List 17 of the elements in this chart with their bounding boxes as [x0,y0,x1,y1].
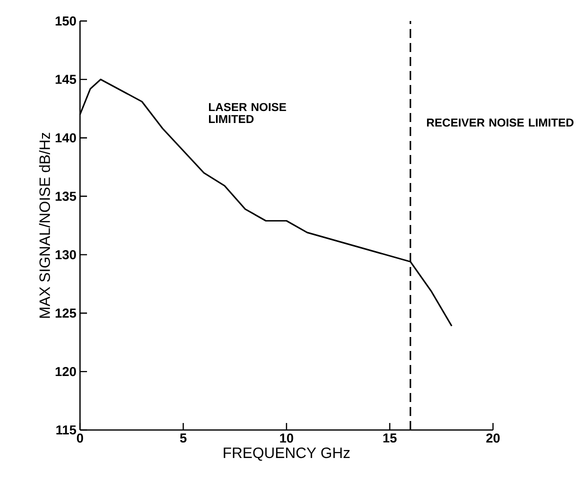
x-axis-title: FREQUENCY GHz [224,448,350,461]
x-tick-label: 15 [383,434,397,443]
y-tick-label: 150 [56,16,76,26]
x-tick-label: 0 [76,434,84,443]
y-tick-label: 125 [56,308,76,318]
y-tick-label: 145 [56,74,76,84]
y-tick-label: 130 [56,250,76,260]
x-tick-label: 10 [280,434,294,443]
x-tick-label: 5 [180,434,186,443]
y-tick-label: 135 [56,192,76,201]
y-axis-title: MAX SIGNAL/NOISE dB/Hz [39,132,50,318]
annotation: RECEIVER NOISE LIMITED [427,118,574,127]
x-tick-label: 20 [486,434,500,443]
y-tick-label: 115 [56,425,76,435]
y-tick-label: 140 [56,133,76,142]
y-tick-label: 120 [56,366,76,376]
annotation: LASER NOISE LIMITED [209,102,286,123]
